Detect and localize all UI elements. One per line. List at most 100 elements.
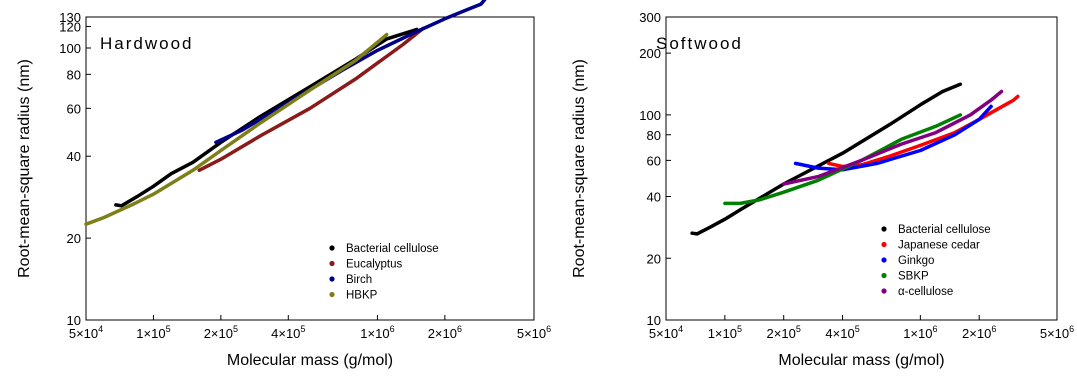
x-tick-label-base: 2×10 <box>767 326 796 341</box>
x-tick-label: 5×104 <box>69 324 103 341</box>
legend-label: Birch <box>346 274 372 286</box>
series-line <box>723 113 963 206</box>
legend-label: Japanese cedar <box>898 240 980 252</box>
y-axis-label: Root-mean-square radius (nm) <box>16 59 33 278</box>
x-tick-label: 1×105 <box>708 324 742 341</box>
legend-marker <box>881 288 887 294</box>
x-tick-label: 1×106 <box>903 324 937 341</box>
x-tick-label-base: 2×10 <box>962 326 991 341</box>
y-tick-label: 20 <box>67 231 81 246</box>
x-tick-label-base: 5×10 <box>1040 326 1069 341</box>
legend-marker <box>881 241 887 248</box>
x-tick-label: 2×105 <box>767 324 801 341</box>
softwood-chart: 5×104 1×105 2×105 4×105 1×106 2×106 5×10610204… <box>571 10 1074 369</box>
y-tick-label: 10 <box>67 313 81 328</box>
legend-label: Bacterial cellulose <box>898 224 991 236</box>
x-tick-label-exponent: 6 <box>932 324 937 334</box>
y-tick-label: 130 <box>59 10 81 25</box>
series-line <box>197 26 425 173</box>
x-axis-label: Molecular mass (g/mol) <box>778 352 944 369</box>
x-tick-label-base: 4×10 <box>825 326 854 341</box>
x-tick-label: 2×106 <box>428 324 462 341</box>
y-tick-label: 100 <box>639 108 661 123</box>
legend-marker <box>881 257 887 263</box>
axis-ticks: 5×104 1×105 2×105 4×105 1×106 2×106 5×10610204… <box>59 10 551 341</box>
y-tick-label: 120 <box>59 19 81 34</box>
x-tick-label: 1×105 <box>136 324 170 341</box>
y-tick-label: 80 <box>647 128 661 143</box>
x-tick-label: 5×104 <box>649 324 683 341</box>
legend-marker <box>329 245 335 251</box>
series-line <box>214 0 487 145</box>
x-tick-label-base: 1×10 <box>708 326 737 341</box>
x-tick-label: 5×106 <box>1040 324 1074 341</box>
legend: Bacterial cellulose Eucalyptus Birch HBKP <box>329 243 439 302</box>
series-line <box>781 89 1004 186</box>
x-tick-label-exponent: 4 <box>98 324 103 334</box>
plot-frame <box>665 16 1058 321</box>
series-line <box>690 82 963 236</box>
y-axis-label: Root-mean-square radius (nm) <box>571 59 588 278</box>
x-tick-label-exponent: 5 <box>233 324 238 334</box>
x-tick-label-base: 4×10 <box>271 326 300 341</box>
y-tick-label: 100 <box>59 41 81 56</box>
legend-marker <box>329 276 335 282</box>
x-tick-label-exponent: 5 <box>737 324 742 334</box>
x-tick-label-exponent: 4 <box>678 324 683 334</box>
series-line <box>84 32 389 226</box>
y-tick-label: 60 <box>67 101 81 116</box>
plot-frame <box>85 16 535 321</box>
hardwood-chart: 5×104 1×105 2×105 4×105 1×106 2×106 5×10610204… <box>16 0 551 369</box>
y-tick-label: 10 <box>647 313 661 328</box>
x-tick-label: 2×106 <box>962 324 996 341</box>
legend-marker <box>329 291 335 298</box>
x-tick-label: 1×106 <box>360 324 394 341</box>
x-tick-label-base: 1×10 <box>136 326 165 341</box>
x-tick-label: 5×106 <box>517 324 551 341</box>
series-lines <box>84 0 487 226</box>
panel-title: Hardwood <box>100 34 194 53</box>
y-tick-label: 40 <box>647 190 661 205</box>
y-tick-label: 40 <box>67 149 81 164</box>
x-tick-label-exponent: 5 <box>300 324 305 334</box>
x-tick-label-base: 5×10 <box>69 326 98 341</box>
x-tick-label-exponent: 5 <box>796 324 801 334</box>
x-tick-label-exponent: 6 <box>546 324 551 334</box>
x-tick-label-base: 2×10 <box>204 326 233 341</box>
series-lines <box>690 82 1020 236</box>
x-axis-label: Molecular mass (g/mol) <box>227 352 393 369</box>
y-tick-label: 200 <box>639 46 661 61</box>
x-tick-label-exponent: 5 <box>166 324 171 334</box>
legend-label: Bacterial cellulose <box>346 243 439 255</box>
x-tick-label-base: 1×10 <box>903 326 932 341</box>
x-tick-label-exponent: 6 <box>1069 324 1074 334</box>
y-tick-label: 300 <box>639 10 661 25</box>
x-tick-label-base: 2×10 <box>428 326 457 341</box>
x-tick-label-exponent: 6 <box>390 324 395 334</box>
legend: Bacterial cellulose Japanese cedar Ginkgo S… <box>881 224 991 298</box>
x-tick-label-exponent: 6 <box>457 324 462 334</box>
legend-marker <box>881 226 887 232</box>
x-tick-label-exponent: 6 <box>991 324 996 334</box>
series-line <box>793 104 993 172</box>
legend-label: Ginkgo <box>898 255 934 267</box>
y-tick-label: 80 <box>67 67 81 82</box>
y-tick-label: 60 <box>647 153 661 168</box>
x-tick-label: 2×105 <box>204 324 238 341</box>
legend-label: HBKP <box>346 290 378 302</box>
x-tick-label: 4×105 <box>825 324 859 341</box>
legend-label: α-cellulose <box>898 286 953 298</box>
legend-marker <box>881 272 887 279</box>
legend-label: Eucalyptus <box>346 259 403 271</box>
y-tick-label: 20 <box>647 251 661 266</box>
panel-title: Softwood <box>656 34 743 53</box>
axis-ticks: 5×104 1×105 2×105 4×105 1×106 2×106 5×10610204… <box>639 10 1074 341</box>
x-tick-label: 4×105 <box>271 324 305 341</box>
x-tick-label-base: 5×10 <box>517 326 546 341</box>
x-tick-label-exponent: 5 <box>855 324 860 334</box>
x-tick-label-base: 1×10 <box>360 326 389 341</box>
legend-marker <box>329 260 335 267</box>
legend-label: SBKP <box>898 271 929 283</box>
x-tick-label-base: 5×10 <box>649 326 678 341</box>
